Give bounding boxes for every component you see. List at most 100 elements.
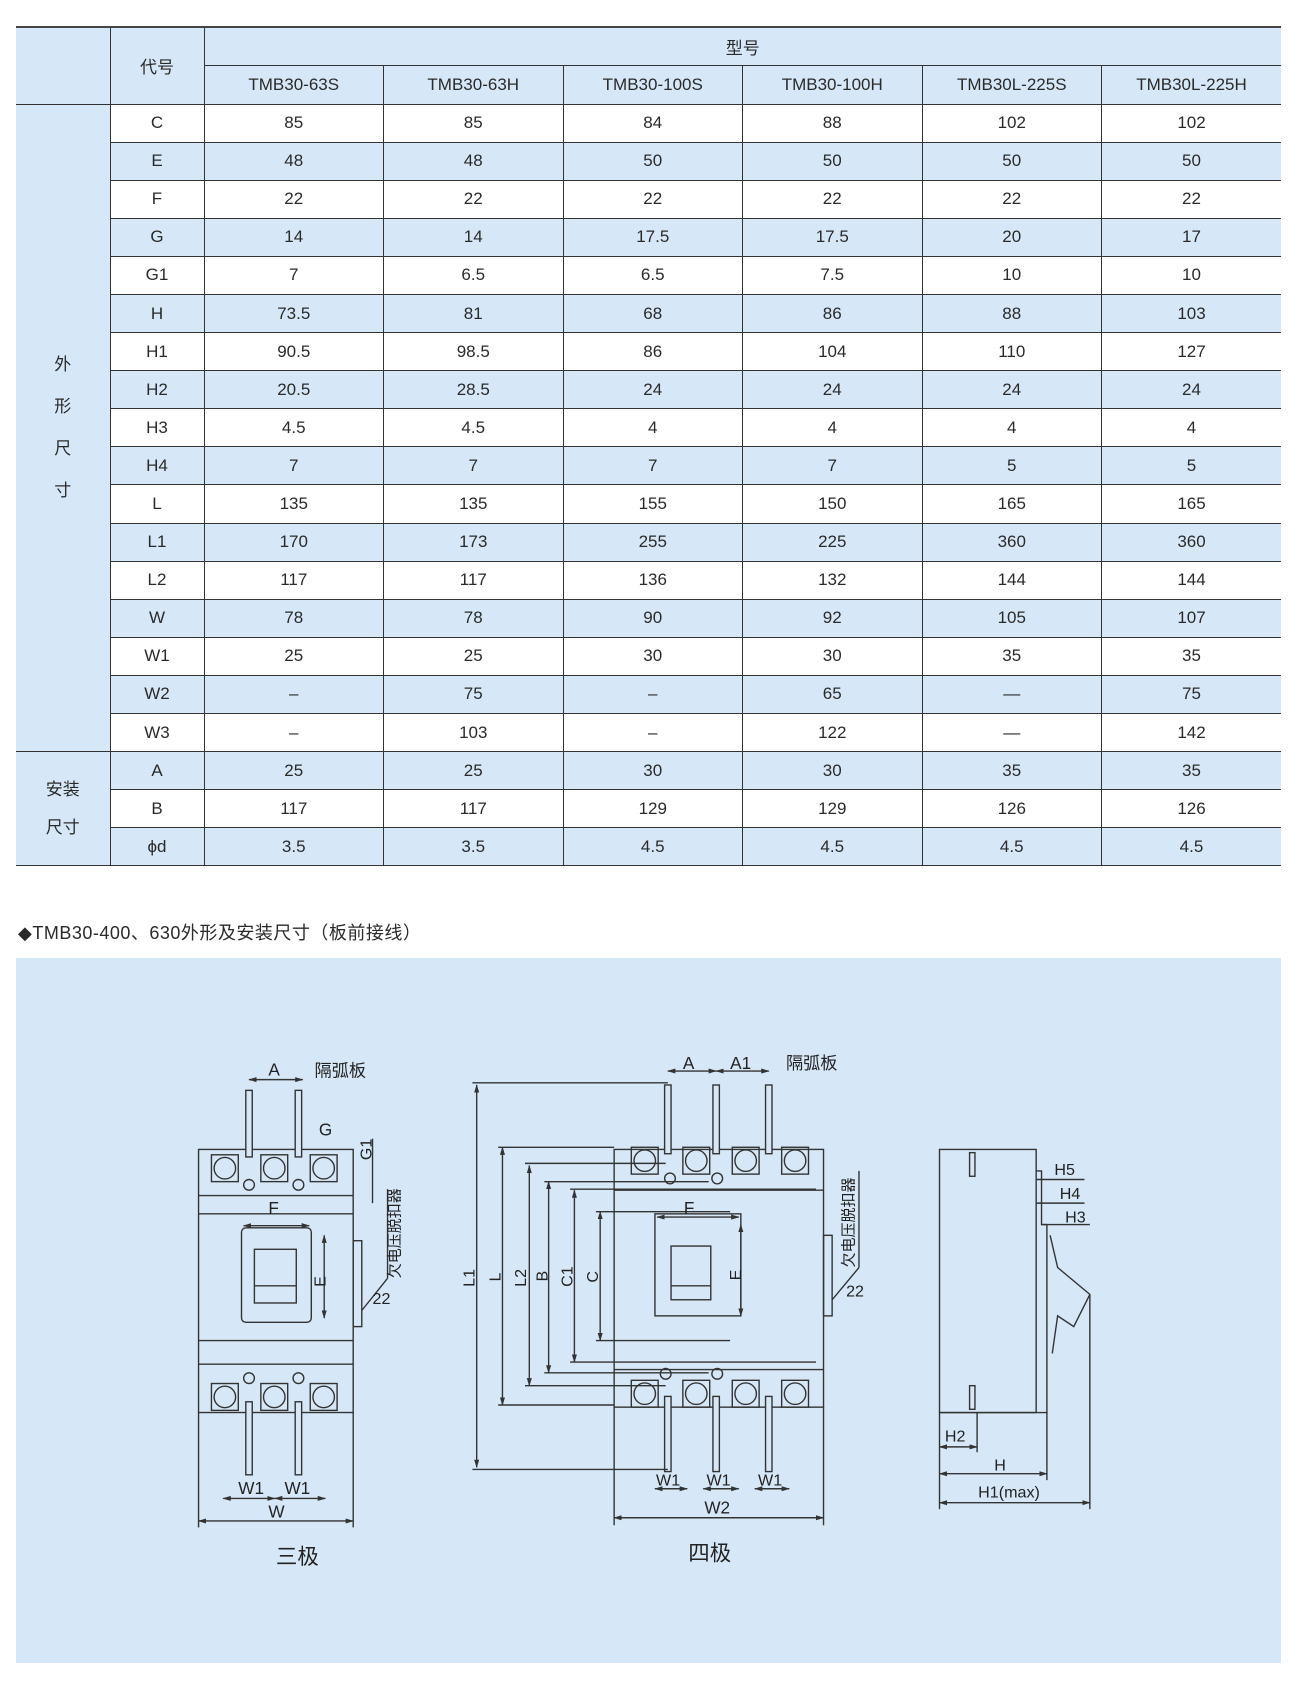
value-cell: 5 <box>922 446 1102 486</box>
table-row: G1 7 6.5 6.5 7.5 10 10 <box>16 256 1281 295</box>
value-cell: 90 <box>563 599 743 638</box>
dim-label-W1: W1 <box>706 1472 730 1490</box>
value-cell: 86 <box>563 332 743 372</box>
value-cell: 3.5 <box>204 827 384 867</box>
value-cell: 17 <box>1101 218 1281 257</box>
side-view-drawing: H5 H4 H3 H2 H H1(max) <box>938 1148 1091 1510</box>
dim-label-W1: W1 <box>758 1472 782 1490</box>
value-cell: 155 <box>563 484 743 524</box>
code-cell: F <box>110 180 205 219</box>
value-cell: 144 <box>1101 561 1281 600</box>
value-cell: 48 <box>383 142 564 181</box>
dim-label-H5: H5 <box>1054 1161 1075 1179</box>
three-pole-drawing: A 隔弧板 G G1 F E 欠电压脱扣器 22 W1 W1 W 三极 <box>197 1059 403 1569</box>
value-cell: – <box>563 713 743 753</box>
code-cell: G1 <box>110 256 205 295</box>
value-cell: 20.5 <box>204 370 384 410</box>
table-row: G 14 14 17.5 17.5 20 17 <box>16 218 1281 257</box>
value-cell: 24 <box>742 370 923 410</box>
value-cell: 360 <box>922 523 1102 562</box>
three-pole-caption: 三极 <box>276 1545 319 1569</box>
dim-label-L2: L2 <box>512 1269 530 1287</box>
value-cell: – <box>563 675 743 715</box>
value-cell: 129 <box>742 789 923 829</box>
value-cell: 25 <box>204 751 384 791</box>
value-cell: 103 <box>1101 294 1281 334</box>
value-cell: 4.5 <box>742 827 923 867</box>
value-cell: 68 <box>563 294 743 334</box>
table-row: H4 7 7 7 7 5 5 <box>16 446 1281 486</box>
code-cell: W2 <box>110 675 205 715</box>
table-row: W 78 78 90 92 105 107 <box>16 599 1281 638</box>
value-cell: 50 <box>563 142 743 181</box>
value-cell: 86 <box>742 294 923 334</box>
value-cell: 117 <box>383 561 564 600</box>
value-cell: 24 <box>922 370 1102 410</box>
value-cell: 14 <box>204 218 384 257</box>
code-cell: W1 <box>110 637 205 676</box>
code-cell: A <box>110 751 205 791</box>
dim-label-W1: W1 <box>656 1472 680 1490</box>
bottom-terminals <box>210 1372 338 1412</box>
code-cell: W3 <box>110 713 205 753</box>
model-column-header: TMB30-63S <box>204 65 384 105</box>
value-cell: 90.5 <box>204 332 384 372</box>
value-cell: 136 <box>563 561 743 600</box>
dimension-drawing-panel: A 隔弧板 G G1 F E 欠电压脱扣器 22 W1 W1 W 三极 <box>16 958 1281 1663</box>
table-row: H3 4.5 4.5 4 4 4 4 <box>16 408 1281 448</box>
value-cell: 6.5 <box>383 256 564 295</box>
value-cell: 7 <box>742 446 923 486</box>
value-cell: 165 <box>922 484 1102 524</box>
value-cell: 4.5 <box>204 408 384 448</box>
value-cell: 20 <box>922 218 1102 257</box>
code-cell: H2 <box>110 370 205 410</box>
code-cell: L <box>110 484 205 524</box>
value-cell: 122 <box>742 713 923 753</box>
table-row: L 135 135 155 150 165 165 <box>16 484 1281 524</box>
value-cell: 117 <box>204 561 384 600</box>
value-cell: 78 <box>383 599 564 638</box>
value-cell: 129 <box>563 789 743 829</box>
value-cell: 3.5 <box>383 827 564 867</box>
four-pole-drawing: A A1 隔弧板 F E 欠电压脱扣器 22 L1 L L2 B C1 C W1… <box>461 1053 865 1566</box>
code-cell: H4 <box>110 446 205 486</box>
value-cell: 7 <box>204 446 384 486</box>
table-row: W1 25 25 30 30 35 35 <box>16 637 1281 676</box>
value-cell: 24 <box>563 370 743 410</box>
value-cell: 110 <box>922 332 1102 372</box>
value-cell: 22 <box>1101 180 1281 219</box>
value-cell: 78 <box>204 599 384 638</box>
value-cell: 144 <box>922 561 1102 600</box>
table-row: L2 117 117 136 132 144 144 <box>16 561 1281 600</box>
value-cell: 73.5 <box>204 294 384 334</box>
value-cell: 135 <box>383 484 564 524</box>
undervoltage-release-label: 欠电压脱扣器 <box>841 1177 858 1267</box>
value-cell: 4.5 <box>922 827 1102 867</box>
value-cell: 7 <box>563 446 743 486</box>
dim-label-A: A <box>683 1053 695 1073</box>
value-cell: 117 <box>383 789 564 829</box>
value-cell: 75 <box>383 675 564 715</box>
value-cell: 98.5 <box>383 332 564 372</box>
value-cell: 117 <box>204 789 384 829</box>
dim-label-L: L <box>486 1273 504 1282</box>
value-cell: 4.5 <box>1101 827 1281 867</box>
value-cell: 50 <box>1101 142 1281 181</box>
value-cell: 25 <box>383 637 564 676</box>
top-terminals <box>630 1146 810 1185</box>
table-row: W2–75–65—75 <box>16 675 1281 715</box>
undervoltage-release-label: 欠电压脱扣器 <box>386 1188 403 1278</box>
dim-label-E: E <box>311 1276 329 1287</box>
table-row: 外形尺寸 C 85 85 84 88 102 102 <box>16 104 1281 753</box>
dim-label-22: 22 <box>373 1290 391 1308</box>
dim-label-E: E <box>727 1269 745 1280</box>
dim-label-H: H <box>994 1457 1006 1475</box>
value-cell: 4.5 <box>383 408 564 448</box>
code-header: 代号 <box>110 26 205 105</box>
value-cell: 4.5 <box>563 827 743 867</box>
value-cell: 35 <box>1101 637 1281 676</box>
dim-label-W: W <box>268 1502 285 1522</box>
value-cell: 132 <box>742 561 923 600</box>
value-cell: 84 <box>563 104 743 143</box>
dim-label-H2: H2 <box>945 1428 966 1446</box>
